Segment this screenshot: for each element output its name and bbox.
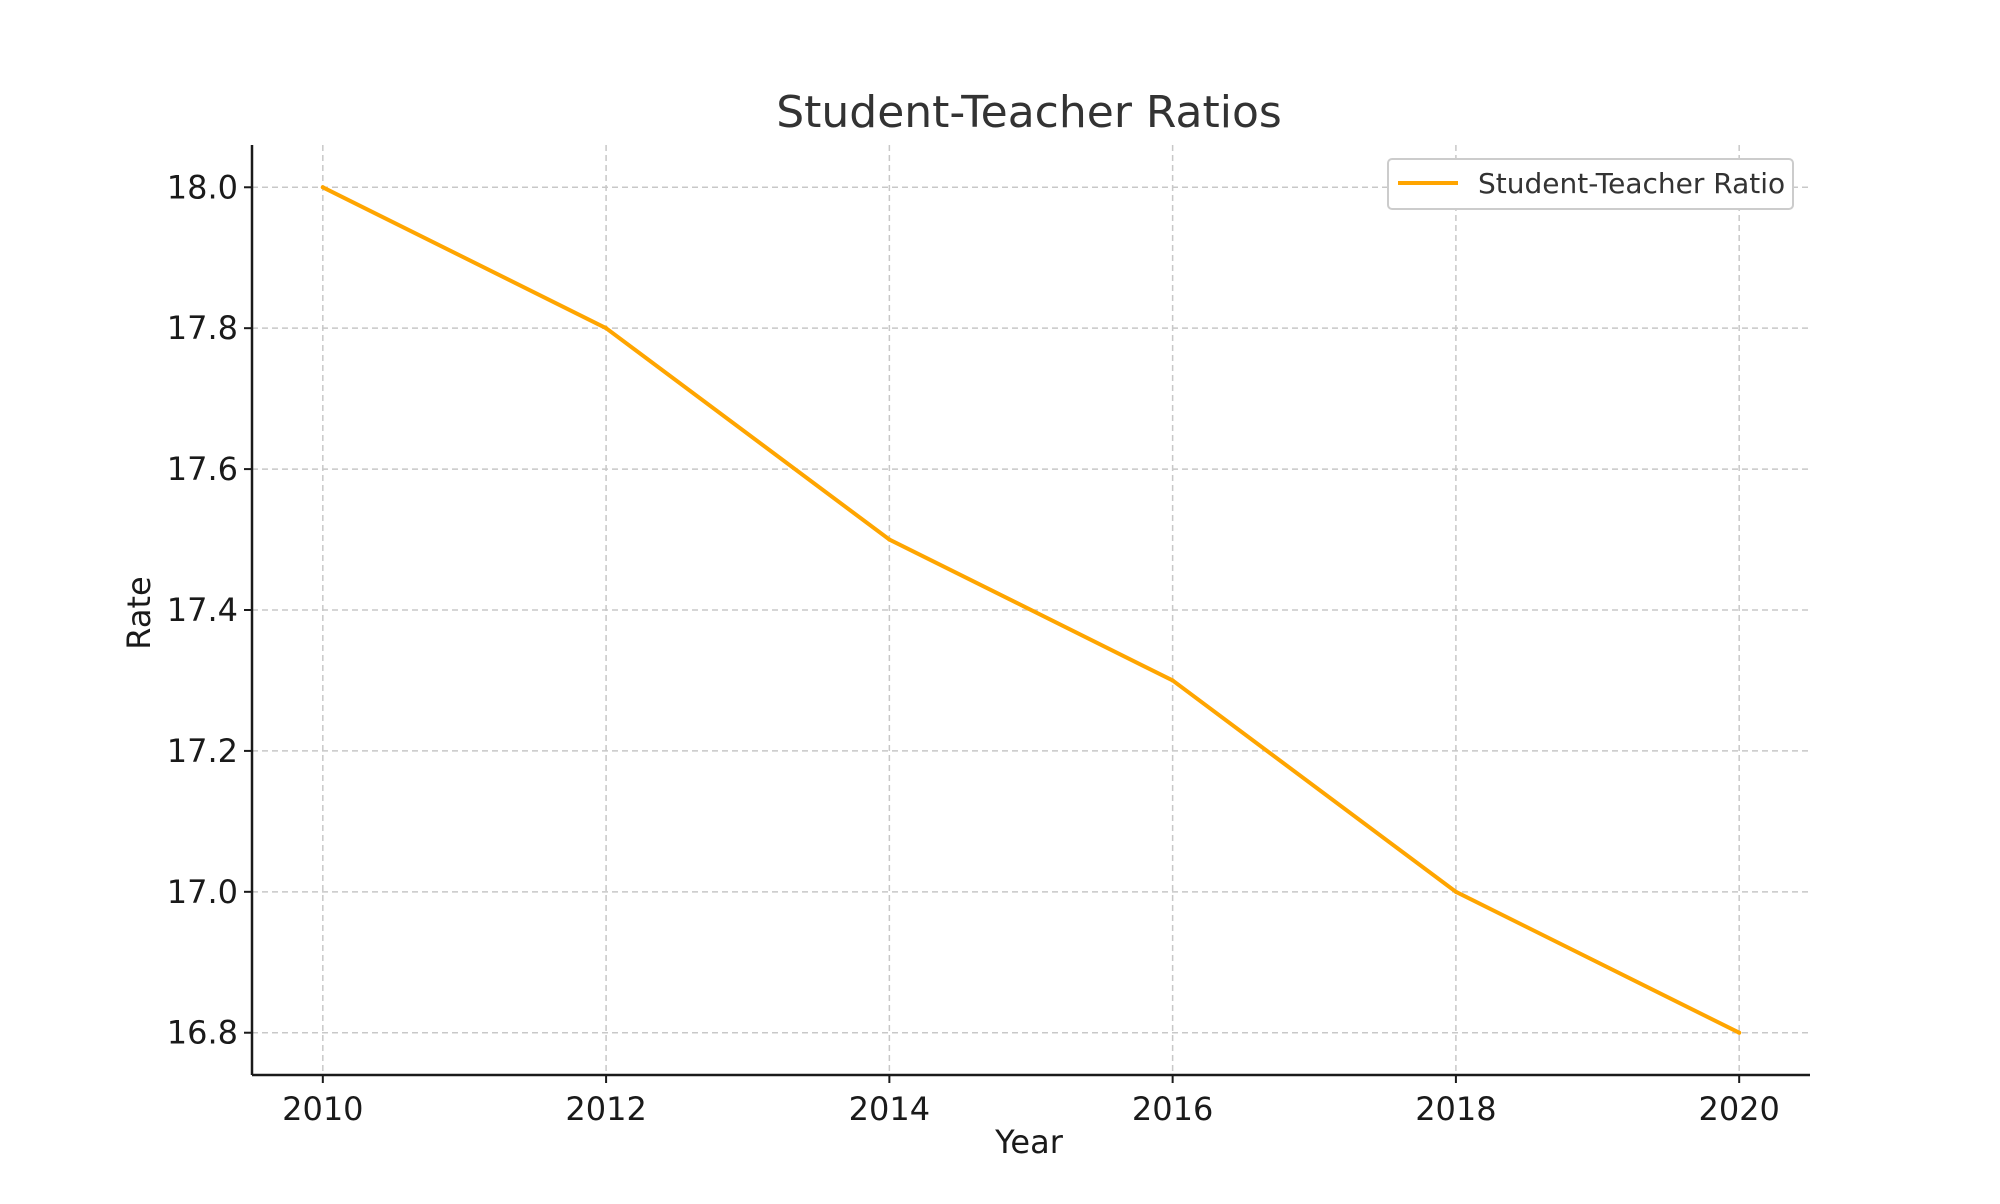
data-point	[887, 537, 892, 542]
x-tick-label: 2018	[1415, 1090, 1496, 1128]
chart-title: Student-Teacher Ratios	[776, 87, 1282, 138]
data-point	[320, 185, 325, 190]
legend: Student-Teacher Ratio	[1387, 158, 1794, 210]
x-tick-label: 2020	[1698, 1090, 1779, 1128]
data-point	[1453, 889, 1458, 894]
x-tick-label: 2012	[565, 1090, 646, 1128]
y-tick-label: 18.0	[167, 168, 238, 206]
series-layer	[320, 185, 1742, 1035]
y-tick-label: 17.0	[167, 873, 238, 911]
x-axis-label: Year	[994, 1123, 1064, 1161]
data-point	[1170, 678, 1175, 683]
grid	[252, 145, 1810, 1075]
series-line-student-teacher-ratio	[320, 185, 1742, 1035]
ticks: 2010 2012 2014 2016 2018 2020 16.8 17.0 17.2 17.4…	[167, 168, 1780, 1128]
x-tick-label: 2016	[1132, 1090, 1213, 1128]
y-tick-label: 16.8	[167, 1014, 238, 1052]
y-tick-label: 17.6	[167, 450, 238, 488]
x-tick-label: 2010	[282, 1090, 363, 1128]
y-tick-label: 17.2	[167, 732, 238, 770]
y-tick-label: 17.8	[167, 309, 238, 347]
data-point	[604, 326, 609, 331]
legend-label-student-teacher-ratio: Student-Teacher Ratio	[1478, 167, 1785, 200]
data-point	[1737, 1030, 1742, 1035]
legend-box	[1387, 158, 1794, 210]
y-tick-label: 17.4	[167, 591, 238, 629]
x-tick-label: 2014	[849, 1090, 930, 1128]
y-axis-label: Rate	[120, 576, 158, 649]
